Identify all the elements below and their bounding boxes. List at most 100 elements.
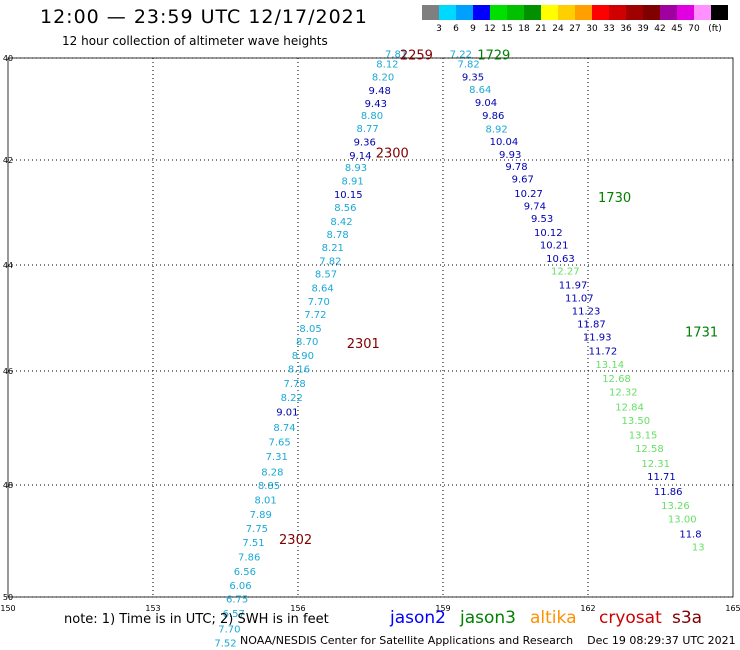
color-scale-swatch [507, 5, 524, 20]
wave-height-point: 7.65 [269, 438, 291, 449]
x-tick-label: 150 [0, 604, 15, 613]
color-scale-label: 15 [501, 24, 512, 34]
wave-height-point: 8.16 [288, 365, 310, 376]
wave-height-point: 11.07 [565, 294, 594, 305]
wave-height-point: 11.97 [559, 280, 588, 291]
x-tick-label: 156 [290, 604, 305, 613]
axis-ticks: 150 153 156 159 162 165 40 42 44 46 48 50 [0, 54, 740, 613]
wave-height-point: 8.92 [486, 124, 508, 135]
wave-height-point: 8.57 [315, 270, 337, 281]
color-scale-label: 45 [671, 24, 682, 34]
wave-height-point: 12.58 [635, 444, 664, 455]
color-scale-swatch [592, 5, 609, 20]
wave-height-point: 8.20 [372, 72, 394, 83]
wave-height-point: 9.74 [524, 201, 546, 212]
footer-timestamp: Dec 19 08:29:37 UTC 2021 [587, 634, 736, 647]
wave-height-point: 7.82 [457, 60, 479, 71]
wave-height-point: 11.71 [647, 472, 676, 483]
wave-height-point: 13.00 [668, 515, 697, 526]
time-labels: 2259 2300 2301 2302 1729 1730 1731 [279, 49, 718, 548]
wave-height-point: 9.86 [482, 111, 504, 122]
color-scale-label: 70 [688, 24, 700, 34]
color-scale-swatch [439, 5, 456, 20]
wave-height-points: 7.818.128.20 9.48 9.438.80 8.77 9.36 9.148.93… [214, 49, 704, 649]
wave-height-point: 8.05 [299, 324, 321, 335]
color-scale-swatch [490, 5, 507, 20]
legend-jason2: jason2 [390, 608, 446, 628]
wave-height-point: 8.01 [254, 495, 276, 506]
wave-height-point: 7.70 [218, 624, 240, 635]
wave-height-point: 7.78 [283, 379, 305, 390]
wave-height-point: 10.27 [514, 189, 543, 200]
wave-height-point: 9.48 [369, 86, 391, 97]
wave-height-point: 8.22 [281, 393, 303, 404]
wave-height-point: 6.06 [229, 581, 251, 592]
color-scale-label: 33 [603, 24, 614, 34]
x-tick-label: 165 [725, 604, 740, 613]
wave-height-point: 10.04 [490, 137, 519, 148]
wave-height-point: 8.91 [341, 177, 363, 188]
map-frame [7, 57, 734, 598]
x-tick-label: 162 [580, 604, 595, 613]
wave-height-point: 8.90 [292, 351, 314, 362]
wave-height-point: 8.42 [330, 217, 352, 228]
wave-height-point: 8.21 [322, 243, 344, 254]
legend-altika: altika [530, 608, 577, 628]
wave-height-point: 7.72 [304, 310, 326, 321]
wave-height-point: 8.64 [312, 284, 334, 295]
color-scale-swatch [456, 5, 473, 20]
wave-height-point: 13.14 [595, 360, 624, 371]
pass-time-label: 2259 [400, 49, 433, 64]
y-tick-label: 50 [3, 593, 13, 602]
wave-height-point: 8.77 [356, 124, 378, 135]
wave-height-point: 13.15 [629, 430, 658, 441]
color-scale-label: 6 [453, 24, 459, 34]
wave-height-point: 11.23 [572, 306, 601, 317]
x-tick-label: 153 [145, 604, 160, 613]
color-scale-swatch [422, 5, 439, 20]
wave-height-point: 7.22 [450, 49, 472, 60]
wave-height-point: 7.89 [250, 510, 272, 521]
y-tick-label: 48 [3, 481, 13, 490]
wave-height-point: 12.68 [602, 374, 631, 385]
wave-height-point: 12.32 [609, 388, 638, 399]
page-title: 12:00 — 23:59 UTC 12/17/2021 [40, 6, 368, 28]
wave-height-point: 8.28 [261, 467, 283, 478]
map-grid [7, 57, 734, 598]
color-scale-label: 3 [436, 24, 442, 34]
color-scale-label: 27 [569, 24, 580, 34]
color-scale-label: 18 [518, 24, 530, 34]
pass-time-label: 2301 [347, 337, 380, 352]
legend-jason3: jason3 [460, 608, 516, 628]
wave-height-point: 11.8 [679, 530, 701, 541]
color-scale-label: 36 [620, 24, 632, 34]
wave-height-point: 7.75 [246, 524, 268, 535]
wave-height-point: 9.04 [475, 98, 497, 109]
color-scale-label: 9 [470, 24, 476, 34]
wave-height-point: 11.93 [583, 332, 612, 343]
wave-height-point: 7.51 [242, 538, 264, 549]
color-scale-swatch [609, 5, 626, 20]
wave-height-point: 10.15 [334, 190, 363, 201]
wave-height-point: 11.87 [577, 320, 606, 331]
wave-height-point: 8.85 [258, 481, 280, 492]
color-scale-label: 24 [552, 24, 564, 34]
wave-height-point: 7.81 [385, 49, 407, 60]
pass-time-label: 2302 [279, 533, 312, 548]
color-scale-swatch [541, 5, 558, 20]
wave-height-point: 8.80 [361, 111, 383, 122]
wave-height-point: 8.74 [273, 423, 295, 434]
wave-height-point: 8.93 [345, 163, 367, 174]
y-tick-label: 44 [3, 261, 13, 270]
wave-height-point: 9.01 [276, 407, 298, 418]
wave-height-point: 9.78 [505, 162, 527, 173]
legend-note: note: 1) Time is in UTC; 2) SWH is in fe… [64, 612, 329, 627]
footer-credit-text: NOAA/NESDIS Center for Satellite Applica… [240, 634, 574, 647]
wave-height-point: 8.12 [376, 60, 398, 71]
y-tick-label: 42 [3, 156, 13, 165]
wave-height-point: 8.56 [334, 203, 356, 214]
wave-height-point: 6.57 [223, 609, 245, 620]
wave-height-point: 13.26 [661, 501, 690, 512]
color-scale-swatch [473, 5, 490, 20]
y-tick-label: 46 [3, 367, 13, 376]
